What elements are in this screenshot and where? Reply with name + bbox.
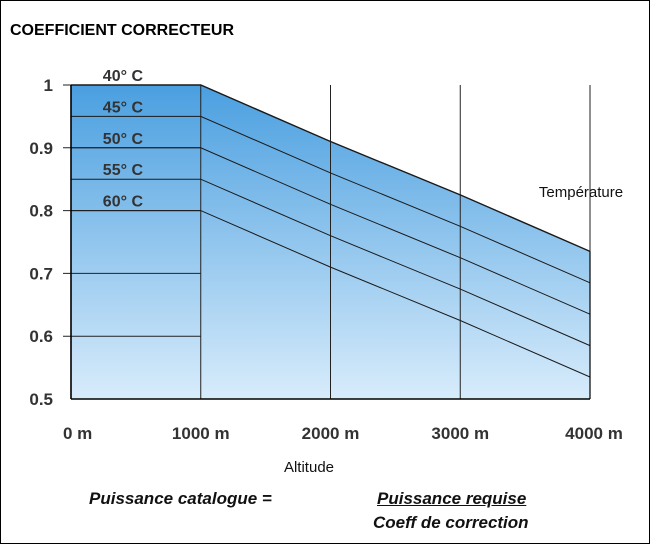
series-label: 60° C xyxy=(103,194,144,211)
x-tick-label: 3000 m xyxy=(431,424,489,443)
y-tick-label: 0.8 xyxy=(29,202,53,221)
y-tick-label: 0.6 xyxy=(29,327,53,346)
series-line xyxy=(71,84,591,253)
series-line xyxy=(71,178,591,347)
x-axis-label: Altitude xyxy=(284,459,334,476)
series-label: 50° C xyxy=(103,131,144,148)
chart: COEFFICIENT CORRECTEUR 40° C 45° C 50° C 55… xyxy=(10,22,623,476)
axes xyxy=(70,85,591,400)
formula-denominator: Coeff de correction xyxy=(373,513,529,532)
series-line xyxy=(71,210,591,378)
series-lines xyxy=(71,84,591,378)
x-tick-label: 1000 m xyxy=(172,424,230,443)
series-label: 55° C xyxy=(103,162,144,179)
series-label: 40° C xyxy=(103,68,144,85)
y-tick-label: 0.5 xyxy=(29,390,53,409)
y-tick-label: 1 xyxy=(44,76,53,95)
chart-title: COEFFICIENT CORRECTEUR xyxy=(10,22,234,39)
formula-numerator: Puissance requise xyxy=(377,489,527,508)
formula: Puissance catalogue = Puissance requise … xyxy=(1,485,649,541)
series-line xyxy=(71,115,591,284)
y-tick-label: 0.7 xyxy=(29,264,53,283)
x-tick-label: 2000 m xyxy=(302,424,360,443)
x-tick-label: 0 m xyxy=(63,424,92,443)
x-tick-label: 4000 m xyxy=(565,424,623,443)
y-tick-label: 0.9 xyxy=(29,139,53,158)
formula-lhs: Puissance catalogue = xyxy=(89,489,272,508)
series-line xyxy=(71,147,591,315)
series-label: 45° C xyxy=(103,99,144,116)
labels: 40° C 45° C 50° C 55° C 60° C 1 0.9 0.8 0.7 0.6 0.… xyxy=(29,68,623,476)
legend-title: Température xyxy=(539,184,623,201)
